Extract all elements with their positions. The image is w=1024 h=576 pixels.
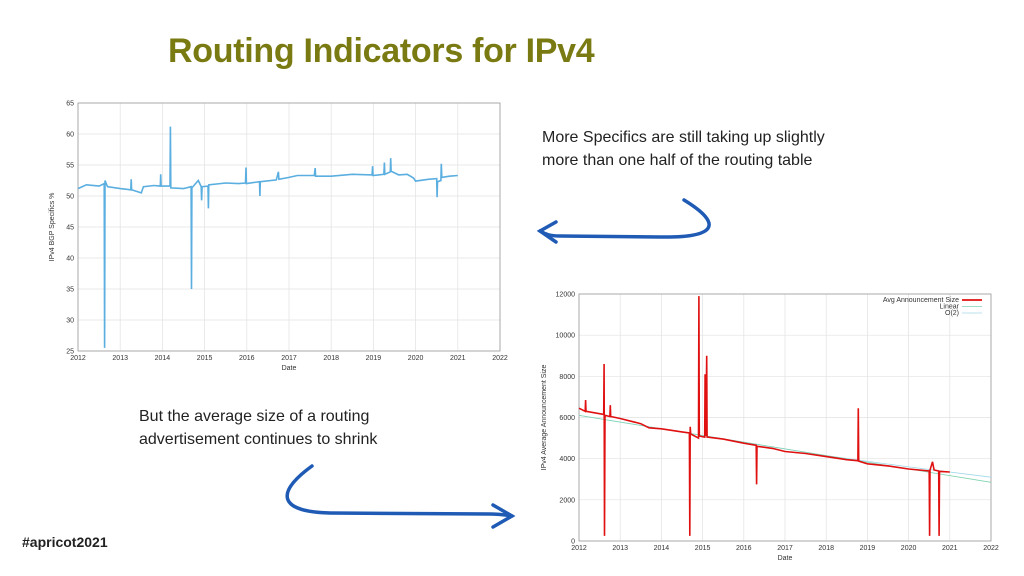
y-tick-label: 2000 xyxy=(559,497,575,504)
plot-frame xyxy=(578,293,992,542)
x-tick-label: 2020 xyxy=(408,355,424,362)
x-tick-label: 2013 xyxy=(112,355,128,362)
x-tick-label: 2015 xyxy=(197,355,213,362)
note-line: More Specifics are still taking up sligh… xyxy=(542,129,825,146)
x-tick-label: 2014 xyxy=(654,545,670,552)
arrowhead-bottom xyxy=(491,503,516,529)
y-tick-label: 4000 xyxy=(559,456,575,463)
y-axis-label: IPv4 Average Announcement Size xyxy=(541,365,548,471)
y-tick-label: 0 xyxy=(571,539,575,546)
y-axis-label: IPv4 BGP Specifics % xyxy=(49,193,56,262)
x-tick-label: 2016 xyxy=(239,355,255,362)
arrowhead-top xyxy=(536,220,558,244)
legend-label: Linear xyxy=(940,304,960,311)
y-tick-label: 10000 xyxy=(556,333,576,340)
note-more-specifics: More Specifics are still taking up sligh… xyxy=(542,126,825,172)
y-tick-label: 30 xyxy=(66,318,74,325)
x-tick-label: 2021 xyxy=(450,355,466,362)
y-tick-label: 50 xyxy=(66,194,74,201)
x-tick-label: 2019 xyxy=(366,355,382,362)
x-tick-label: 2022 xyxy=(492,355,508,362)
y-tick-label: 60 xyxy=(66,132,74,139)
x-tick-label: 2020 xyxy=(901,545,917,552)
y-tick-label: 6000 xyxy=(559,415,575,422)
x-tick-label: 2018 xyxy=(818,545,834,552)
y-tick-label: 35 xyxy=(66,287,74,294)
y-tick-label: 40 xyxy=(66,256,74,263)
x-axis-label: Date xyxy=(778,555,793,562)
plot-frame xyxy=(77,102,501,352)
slide-title: Routing Indicators for IPv4 xyxy=(168,32,595,70)
y-tick-label: 45 xyxy=(66,225,74,232)
y-tick-label: 12000 xyxy=(556,292,576,299)
hashtag: #apricot2021 xyxy=(22,534,108,550)
x-tick-label: 2014 xyxy=(155,355,171,362)
x-tick-label: 2015 xyxy=(695,545,711,552)
x-tick-label: 2021 xyxy=(942,545,958,552)
x-tick-label: 2022 xyxy=(983,545,999,552)
note-line: advertisement continues to shrink xyxy=(139,431,378,448)
y-tick-label: 55 xyxy=(66,163,74,170)
y-tick-label: 8000 xyxy=(559,374,575,381)
x-axis-label: Date xyxy=(282,365,297,372)
x-tick-label: 2012 xyxy=(571,545,587,552)
x-tick-label: 2012 xyxy=(70,355,86,362)
x-tick-label: 2013 xyxy=(612,545,628,552)
x-tick-label: 2017 xyxy=(777,545,793,552)
y-tick-label: 65 xyxy=(66,101,74,108)
x-tick-label: 2016 xyxy=(736,545,752,552)
series-line-data xyxy=(77,126,458,348)
y-tick-label: 25 xyxy=(66,349,74,356)
x-tick-label: 2017 xyxy=(281,355,297,362)
note-line: more than one half of the routing table xyxy=(542,152,813,169)
series-line-avg-announcement-size xyxy=(578,296,950,536)
note-line: But the average size of a routing xyxy=(139,408,370,425)
x-tick-label: 2019 xyxy=(860,545,876,552)
legend-label: Avg Announcement Size xyxy=(883,297,959,304)
legend-label: O(2) xyxy=(945,310,959,317)
curved-arrow-bottom xyxy=(285,464,514,518)
x-tick-label: 2018 xyxy=(323,355,339,362)
note-announcement-size: But the average size of a routing advert… xyxy=(139,405,377,451)
